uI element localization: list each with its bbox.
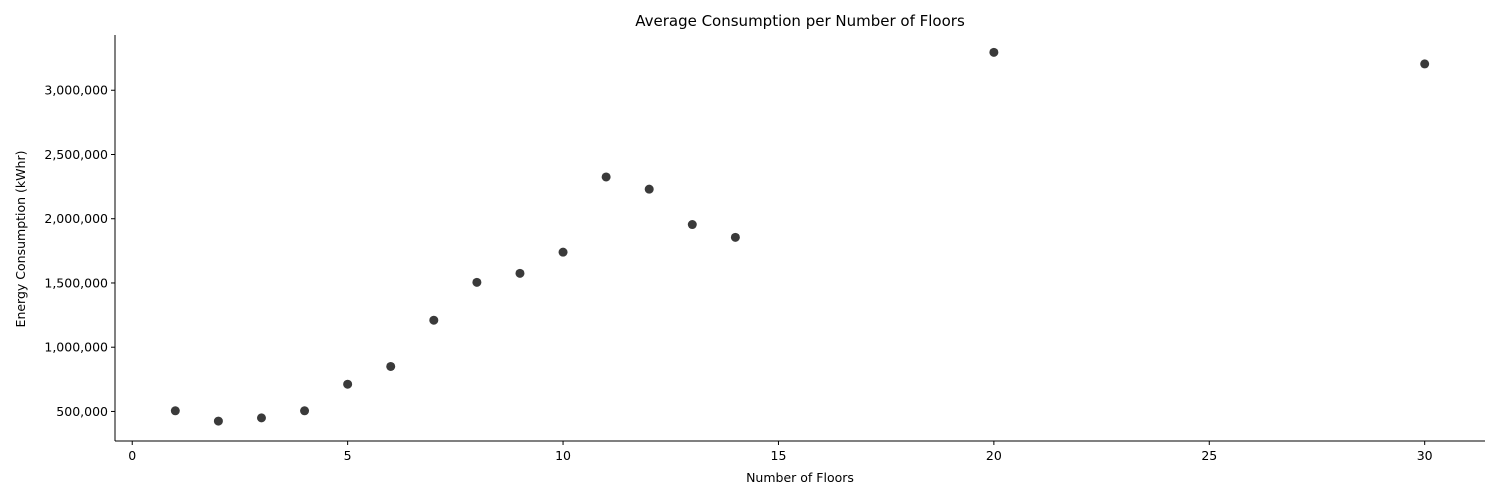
data-point (472, 277, 482, 287)
data-point (300, 406, 310, 416)
data-point (386, 361, 396, 371)
data-point (687, 220, 697, 230)
data-point (601, 172, 611, 182)
data-point (256, 413, 266, 423)
y-axis-label: Energy Consumption (kWhr) (13, 151, 28, 328)
y-tick-label: 1,500,000 (44, 275, 108, 290)
x-tick-label: 15 (771, 448, 787, 463)
y-tick-label: 2,500,000 (44, 147, 108, 162)
data-point (343, 379, 353, 389)
x-axis-ticks: 0 5 10 15 20 25 30 (128, 441, 1433, 463)
data-point (644, 184, 654, 194)
x-tick-label: 30 (1417, 448, 1433, 463)
data-point (730, 232, 740, 242)
y-axis-ticks: 500,000 1,000,000 1,500,000 2,000,000 2,500,… (44, 83, 115, 419)
x-tick-label: 25 (1201, 448, 1217, 463)
y-tick-label: 500,000 (56, 404, 108, 419)
x-tick-label: 10 (555, 448, 571, 463)
data-point (515, 268, 525, 278)
chart-title: Average Consumption per Number of Floors (635, 12, 965, 30)
y-tick-label: 1,000,000 (44, 340, 108, 355)
x-tick-label: 5 (344, 448, 352, 463)
x-tick-label: 0 (128, 448, 136, 463)
data-point (170, 406, 180, 416)
data-point (1420, 59, 1430, 69)
y-tick-label: 2,000,000 (44, 211, 108, 226)
data-point (558, 247, 568, 257)
y-tick-label: 3,000,000 (44, 83, 108, 98)
x-tick-label: 20 (986, 448, 1002, 463)
data-point (213, 416, 223, 426)
x-axis-label: Number of Floors (746, 470, 854, 485)
data-point (989, 47, 999, 57)
data-points (170, 47, 1430, 426)
data-point (429, 315, 439, 325)
